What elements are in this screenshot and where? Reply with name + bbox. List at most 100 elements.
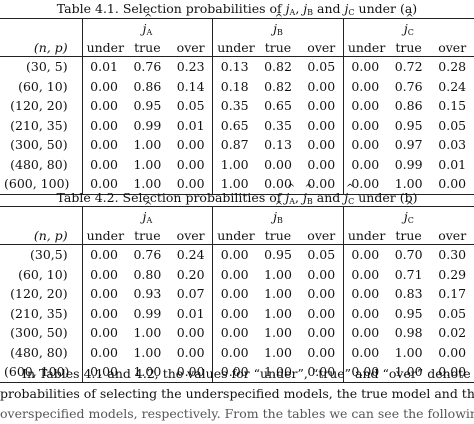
value-cell: 0.13 bbox=[264, 137, 292, 152]
value-cell: 0.00 bbox=[176, 344, 205, 360]
table-row: (480, 80) 0.00 1.00 0.00 1.00 0.00 0.00 0.00 0.9… bbox=[0, 154, 474, 174]
value-cell: 0.00 bbox=[81, 264, 126, 284]
value-cell: 0.99 bbox=[133, 305, 162, 321]
col-under: under bbox=[212, 227, 257, 245]
value-cell: 1.00 bbox=[125, 362, 170, 383]
body-paragraph: In Tables 4.1 and 4.2, the values for “u… bbox=[0, 364, 474, 424]
value-cell: 0.00 bbox=[81, 303, 126, 323]
column-header-row: (n, p) under true over under true over u… bbox=[0, 227, 474, 245]
value-cell: 0.28 bbox=[430, 56, 474, 77]
value-cell: 0.82 bbox=[256, 56, 300, 77]
col-true: true bbox=[264, 40, 292, 55]
value-cell: 0.00 bbox=[81, 115, 126, 135]
value-cell: 0.24 bbox=[438, 78, 467, 94]
value-cell: 0.00 bbox=[81, 342, 126, 362]
value-cell: 0.20 bbox=[176, 266, 205, 282]
value-cell: 1.00 bbox=[256, 362, 300, 383]
value-cell: 0.13 bbox=[212, 56, 257, 77]
caption-text: Table 4.1. Selection probabilities of bbox=[56, 1, 282, 16]
value-cell: 0.30 bbox=[430, 244, 474, 265]
value-cell: 1.00 bbox=[212, 154, 257, 174]
group-header-c: ^ jC bbox=[342, 202, 474, 227]
value-cell: 0.05 bbox=[176, 98, 205, 113]
value-cell: 0.00 bbox=[307, 78, 336, 94]
paragraph-line: probabilities of selecting the underspec… bbox=[0, 386, 474, 401]
np-cell: (600, 100) bbox=[0, 362, 83, 383]
table-4-2-body: (30,5) 0.00 0.76 0.24 0.00 0.95 0.05 0.00 0.70 0.… bbox=[0, 244, 474, 383]
value-cell: 0.00 bbox=[307, 98, 336, 113]
value-cell: 0.00 bbox=[307, 156, 336, 172]
value-cell: 0.00 bbox=[342, 174, 387, 195]
value-cell: 0.99 bbox=[394, 156, 423, 172]
table-4-1-body: (30, 5) 0.01 0.76 0.23 0.13 0.82 0.05 0.00 0.72 0… bbox=[0, 56, 474, 195]
np-cell: (60, 10) bbox=[18, 78, 68, 94]
value-cell: 1.00 bbox=[125, 174, 170, 195]
np-cell: (210, 35) bbox=[10, 117, 68, 133]
value-cell: 0.18 bbox=[212, 76, 257, 96]
value-cell: 0.00 bbox=[299, 362, 344, 383]
table-row: (120, 20) 0.00 0.95 0.05 0.35 0.65 0.00 0.00 0.8… bbox=[0, 96, 474, 116]
value-cell: 0.00 bbox=[81, 96, 126, 116]
value-cell: 0.00 bbox=[342, 362, 387, 383]
value-cell: 0.14 bbox=[176, 78, 205, 94]
value-cell: 0.01 bbox=[81, 56, 126, 77]
group-header-row: ^ jA ^ jB ^ jC bbox=[0, 14, 474, 39]
np-cell: (30, 5) bbox=[0, 56, 83, 77]
value-cell: 0.15 bbox=[438, 98, 467, 113]
value-cell: 0.01 bbox=[438, 156, 467, 172]
col-true: true bbox=[134, 40, 161, 55]
value-cell: 0.00 bbox=[212, 284, 257, 304]
value-cell: 0.95 bbox=[133, 98, 162, 113]
value-cell: 0.00 bbox=[342, 96, 387, 116]
value-cell: 0.00 bbox=[81, 323, 126, 343]
value-cell: 0.00 bbox=[307, 344, 336, 360]
value-cell: 0.00 bbox=[307, 305, 336, 321]
value-cell: 0.00 bbox=[81, 362, 126, 383]
value-cell: 0.00 bbox=[307, 325, 336, 340]
value-cell: 1.00 bbox=[264, 325, 292, 340]
value-cell: 0.86 bbox=[394, 98, 423, 113]
value-cell: 0.00 bbox=[81, 244, 126, 265]
value-cell: 0.99 bbox=[133, 117, 162, 133]
value-cell: 0.01 bbox=[176, 117, 205, 133]
j-hat-b-symbol: ^jB bbox=[302, 183, 313, 207]
value-cell: 0.00 bbox=[342, 244, 387, 265]
table-row: (210, 35) 0.00 0.99 0.01 0.65 0.35 0.00 0.00 0.9… bbox=[0, 115, 474, 135]
value-cell: 0.35 bbox=[264, 117, 292, 133]
value-cell: 0.00 bbox=[342, 154, 387, 174]
value-cell: 0.00 bbox=[307, 266, 336, 282]
col-true: true bbox=[395, 228, 422, 243]
value-cell: 0.82 bbox=[264, 78, 292, 94]
col-under: under bbox=[81, 227, 126, 245]
value-cell: 1.00 bbox=[264, 266, 292, 282]
col-over: over bbox=[438, 228, 467, 243]
value-cell: 1.00 bbox=[133, 344, 162, 360]
value-cell: 0.00 bbox=[81, 76, 126, 96]
j-hat-c-symbol: ^jC bbox=[344, 0, 355, 17]
col-true: true bbox=[264, 228, 292, 243]
value-cell: 0.00 bbox=[169, 362, 213, 383]
value-cell: 0.70 bbox=[386, 244, 431, 265]
value-cell: 0.00 bbox=[342, 284, 387, 304]
value-cell: 0.00 bbox=[169, 174, 213, 195]
value-cell: 0.76 bbox=[125, 244, 170, 265]
value-cell: 1.00 bbox=[133, 325, 162, 340]
col-under: under bbox=[342, 39, 387, 57]
np-cell: (210, 35) bbox=[10, 305, 68, 321]
value-cell: 0.05 bbox=[438, 117, 467, 133]
np-cell: (480, 80) bbox=[10, 344, 68, 360]
value-cell: 1.00 bbox=[212, 174, 257, 195]
table-4-1-caption: Table 4.1. Selection probabilities of ^j… bbox=[56, 0, 418, 17]
j-hat-c-symbol: ^jC bbox=[344, 183, 355, 207]
table-row: (60, 10) 0.00 0.80 0.20 0.00 1.00 0.00 0.00 0.71… bbox=[0, 264, 474, 284]
column-header-row: (n, p) under true over under true over u… bbox=[0, 39, 474, 57]
table-4-1: ^ jA ^ jB ^ jC (n, p) under true over under… bbox=[0, 14, 474, 195]
np-cell: (120, 20) bbox=[10, 98, 68, 113]
value-cell: 0.00 bbox=[299, 174, 344, 195]
paragraph-line: In Tables 4.1 and 4.2, the values for “u… bbox=[22, 366, 474, 381]
value-cell: 0.65 bbox=[264, 98, 292, 113]
value-cell: 0.00 bbox=[212, 362, 257, 383]
value-cell: 0.00 bbox=[342, 135, 387, 155]
value-cell: 0.95 bbox=[394, 117, 423, 133]
j-hat-b-symbol: ^jB bbox=[303, 0, 314, 17]
